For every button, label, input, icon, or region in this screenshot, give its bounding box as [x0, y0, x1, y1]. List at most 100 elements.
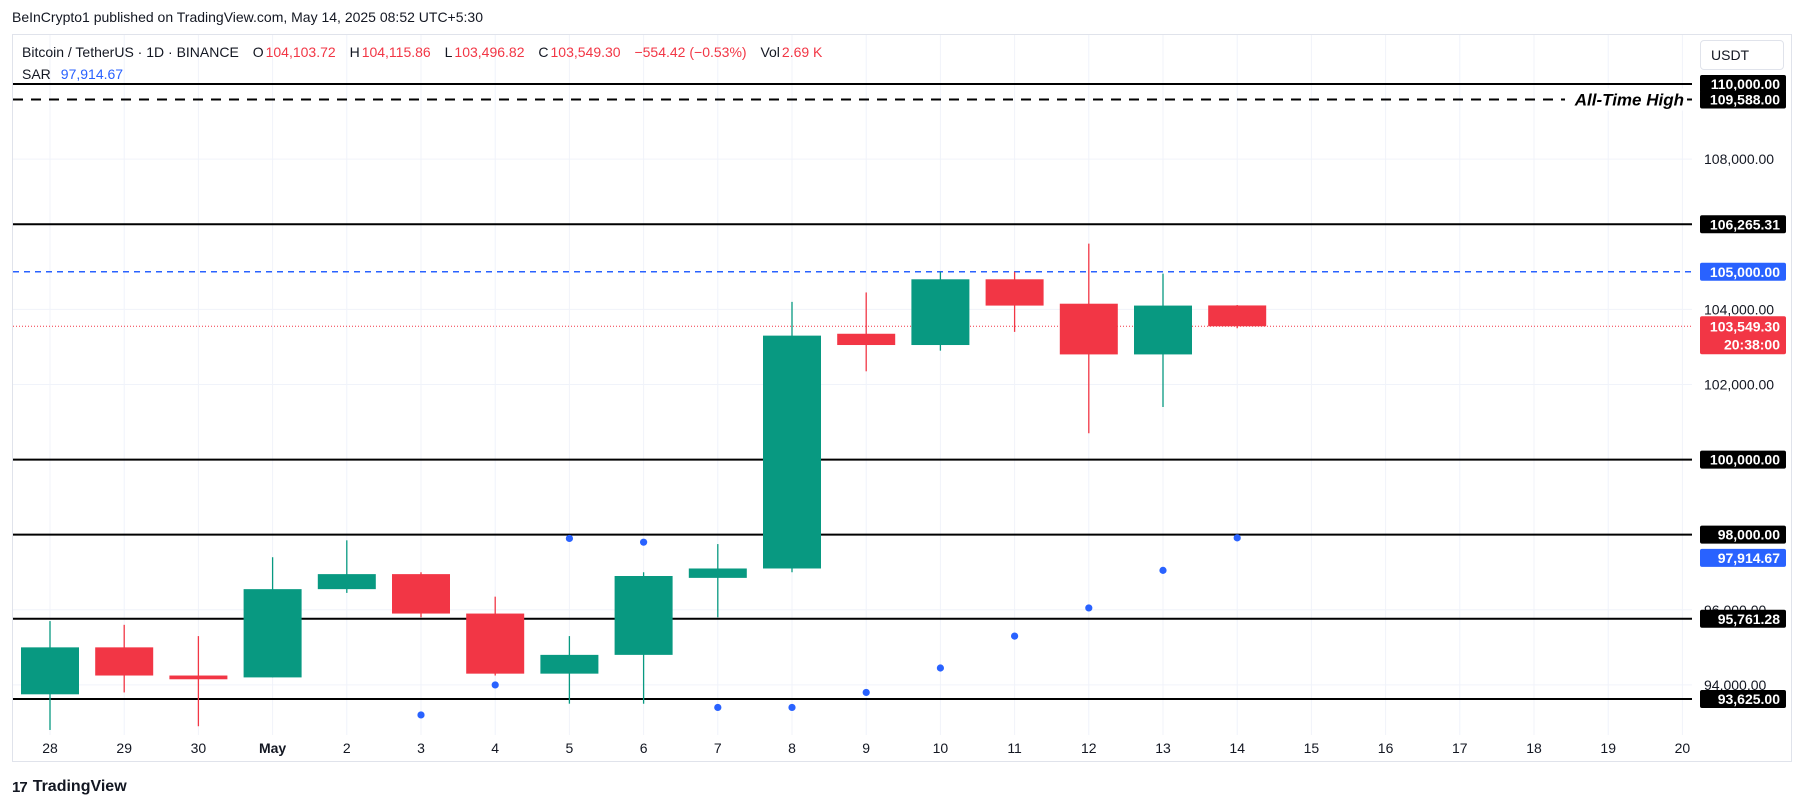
current-price-tag: 103,549.30	[1710, 318, 1780, 334]
level-price-tag-bg	[1700, 525, 1786, 544]
x-tick-label: 12	[1081, 740, 1097, 756]
high-value: 104,115.86	[361, 44, 431, 60]
currency-selector[interactable]: USDT	[1700, 40, 1784, 70]
symbol-legend: Bitcoin / TetherUS · 1D · BINANCE O 104,1…	[22, 44, 824, 60]
tradingview-logo[interactable]: 17 TradingView	[12, 778, 127, 796]
x-tick-label: 29	[116, 740, 132, 756]
sar-dot	[1233, 534, 1241, 542]
level-price-tag: 98,000.00	[1718, 527, 1780, 543]
level-price-tag: 110,000.00	[1711, 76, 1781, 92]
x-tick-label: 2	[343, 740, 351, 756]
y-tick-label: 108,000.00	[1704, 151, 1774, 167]
sar-dot	[714, 703, 722, 712]
level-price-tag: 105,000.00	[1710, 264, 1780, 280]
candle-body[interactable]	[1208, 305, 1267, 327]
sar-dot	[1085, 604, 1093, 612]
y-tick-label: 104,000.00	[1704, 301, 1774, 317]
sar-dot	[491, 681, 499, 689]
x-tick-label: 13	[1155, 740, 1171, 756]
level-price-tag: 109,588.00	[1710, 91, 1780, 107]
current-price-tag-bg	[1700, 316, 1786, 355]
x-tick-label: 17	[1452, 740, 1468, 756]
sar-label: SAR	[22, 66, 51, 82]
x-tick-label: 4	[491, 740, 499, 756]
candle-body[interactable]	[763, 335, 821, 569]
x-tick-label: 11	[1007, 740, 1022, 756]
level-price-tag: 100,000.00	[1710, 452, 1780, 468]
level-price-tag-bg	[1700, 75, 1786, 93]
x-tick-label: May	[259, 740, 286, 756]
low-value: 103,496.82	[454, 44, 525, 60]
tradingview-brand: TradingView	[32, 778, 127, 795]
x-tick-label: 20	[1675, 740, 1691, 756]
sar-legend[interactable]: SAR 97,914.67	[22, 66, 123, 82]
level-price-tag: 106,265.31	[1710, 216, 1780, 232]
volume-value: 2.69 K	[781, 44, 823, 60]
level-price-tag-bg	[1700, 262, 1786, 281]
x-tick-label: 8	[788, 740, 796, 756]
sar-dot	[417, 711, 425, 719]
low-label: L	[444, 44, 453, 60]
x-tick-label: 6	[640, 740, 648, 756]
symbol-title[interactable]: Bitcoin / TetherUS · 1D · BINANCE	[22, 44, 239, 60]
x-tick-label: 19	[1600, 740, 1616, 756]
candle-body[interactable]	[21, 647, 79, 695]
candle-body[interactable]	[466, 613, 525, 674]
candle-body[interactable]	[95, 647, 154, 676]
volume-label: Vol	[760, 44, 780, 60]
open-value: 104,103.72	[265, 44, 336, 60]
level-price-tag: 93,625.00	[1718, 691, 1780, 707]
candle-body[interactable]	[243, 589, 302, 678]
sar-dot	[936, 664, 945, 672]
y-tick-label: 102,000.00	[1704, 376, 1774, 392]
chart-frame	[12, 34, 1792, 762]
candle-body[interactable]	[392, 574, 450, 614]
countdown-timer: 20:38:00	[1724, 336, 1780, 352]
sar-price-tag: 97,914.67	[1718, 550, 1780, 566]
sar-dot	[862, 688, 870, 697]
tradingview-logo-icon: 17	[12, 778, 28, 796]
sar-dot	[640, 538, 648, 546]
level-price-tag-bg	[1700, 90, 1786, 109]
candle-body[interactable]	[317, 574, 376, 590]
level-price-tag-bg	[1700, 450, 1786, 469]
x-tick-label: 3	[417, 740, 425, 756]
x-tick-label: 16	[1378, 740, 1394, 756]
level-price-tag-bg	[1700, 215, 1786, 234]
level-price-tag-bg	[1700, 609, 1786, 628]
change-value: −554.42 (−0.53%)	[634, 44, 747, 60]
high-label: H	[349, 44, 360, 60]
published-caption: BeInCrypto1 published on TradingView.com…	[12, 9, 483, 25]
candle-body[interactable]	[540, 654, 599, 674]
x-tick-label: 14	[1229, 740, 1245, 756]
candle-body[interactable]	[1059, 303, 1118, 355]
open-label: O	[252, 44, 264, 60]
x-tick-label: 18	[1526, 740, 1542, 756]
candle-body[interactable]	[837, 333, 896, 346]
candle-body[interactable]	[1134, 305, 1192, 355]
x-tick-label: 28	[42, 740, 58, 756]
all-time-high-label: All-Time High	[1574, 90, 1684, 109]
x-tick-label: 5	[566, 740, 574, 756]
candle-body[interactable]	[688, 568, 747, 578]
close-label: C	[538, 44, 549, 60]
x-tick-label: 10	[933, 740, 949, 756]
sar-dot	[1011, 632, 1019, 640]
candle-body[interactable]	[985, 279, 1044, 306]
candle-body[interactable]	[169, 675, 228, 680]
x-tick-label: 15	[1304, 740, 1320, 756]
level-price-tag: 95,761.28	[1718, 611, 1780, 627]
candle-body[interactable]	[911, 279, 970, 346]
currency-label: USDT	[1711, 47, 1750, 63]
sar-dot	[565, 534, 574, 543]
sar-price-tag-bg	[1700, 548, 1786, 567]
y-tick-label: 94,000.00	[1704, 677, 1766, 693]
x-tick-label: 7	[714, 740, 722, 756]
candle-body[interactable]	[614, 576, 673, 655]
level-price-tag-bg	[1700, 690, 1786, 708]
x-tick-label: 30	[191, 740, 207, 756]
x-tick-label: 9	[862, 740, 870, 756]
sar-value: 97,914.67	[60, 66, 124, 82]
annotation-bg	[1565, 88, 1687, 111]
